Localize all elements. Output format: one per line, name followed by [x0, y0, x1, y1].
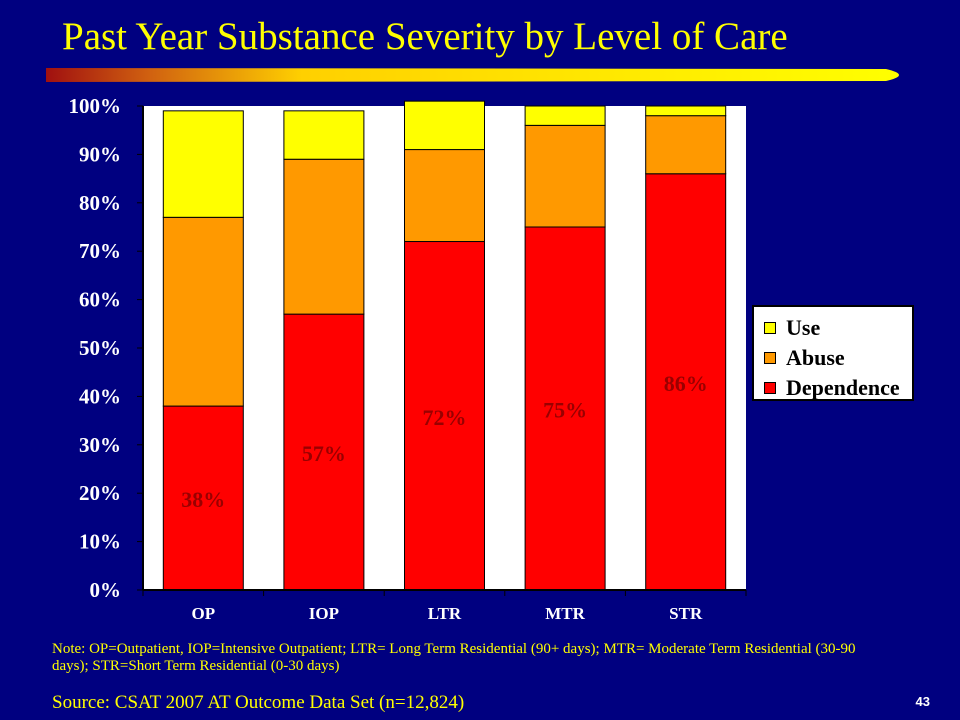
legend-label-dependence: Dependence	[786, 375, 900, 400]
bar-use-str	[645, 105, 727, 117]
y-tick-label: 70%	[79, 239, 121, 263]
legend-label-abuse: Abuse	[786, 345, 845, 370]
bar-dependence-mtr	[524, 226, 606, 591]
slide-title: Past Year Substance Severity by Level of…	[62, 15, 788, 58]
y-tick-label: 20%	[79, 481, 121, 505]
x-tick-label: MTR	[545, 604, 585, 623]
bar-abuse-iop	[283, 158, 365, 315]
y-tick-label: 50%	[79, 336, 121, 360]
bar-abuse-op	[162, 216, 244, 407]
data-label-str: 86%	[664, 371, 708, 396]
bar-dependence-ltr	[404, 241, 485, 591]
y-tick-label: 10%	[79, 530, 121, 554]
legend-swatch-abuse	[764, 352, 776, 364]
bar-dependence-iop	[283, 313, 365, 591]
y-tick-label: 60%	[79, 288, 121, 312]
y-tick-label: 30%	[79, 433, 121, 457]
y-tick-label: 40%	[79, 384, 121, 408]
x-tick-label: LTR	[428, 604, 462, 623]
x-tick-label: OP	[191, 604, 215, 623]
bar-dependence-op	[162, 405, 244, 591]
legend-swatch-use	[764, 322, 776, 334]
legend-item-dependence: Dependence	[764, 373, 912, 403]
x-tick-label: STR	[669, 604, 703, 623]
bar-use-op	[162, 110, 244, 218]
x-tick-label: IOP	[309, 604, 339, 623]
bar-use-ltr	[404, 100, 485, 151]
chart-note: Note: OP=Outpatient, IOP=Intensive Outpa…	[52, 641, 856, 674]
legend-item-abuse: Abuse	[764, 343, 912, 373]
y-tick-label: 80%	[79, 191, 121, 215]
y-tick-label: 100%	[69, 94, 122, 118]
legend-swatch-dependence	[764, 382, 776, 394]
y-tick-label: 90%	[79, 142, 121, 166]
y-tick-label: 0%	[90, 578, 122, 602]
title-underline-bar	[46, 68, 899, 82]
data-label-mtr: 75%	[543, 398, 587, 423]
bar-use-iop	[283, 110, 365, 160]
legend-item-use: Use	[764, 313, 912, 343]
bar-abuse-ltr	[404, 149, 485, 243]
data-label-ltr: 72%	[423, 405, 467, 430]
legend-label-use: Use	[786, 315, 821, 340]
chart-source: Source: CSAT 2007 AT Outcome Data Set (n…	[52, 692, 465, 713]
bar-abuse-str	[645, 115, 727, 175]
data-label-iop: 57%	[302, 441, 346, 466]
bar-dependence-str	[645, 173, 727, 591]
chart-legend: Use Abuse Dependence	[752, 305, 914, 401]
slide-number: 43	[915, 694, 930, 709]
data-label-op: 38%	[181, 487, 225, 512]
bar-use-mtr	[524, 105, 606, 126]
bar-abuse-mtr	[524, 124, 606, 228]
